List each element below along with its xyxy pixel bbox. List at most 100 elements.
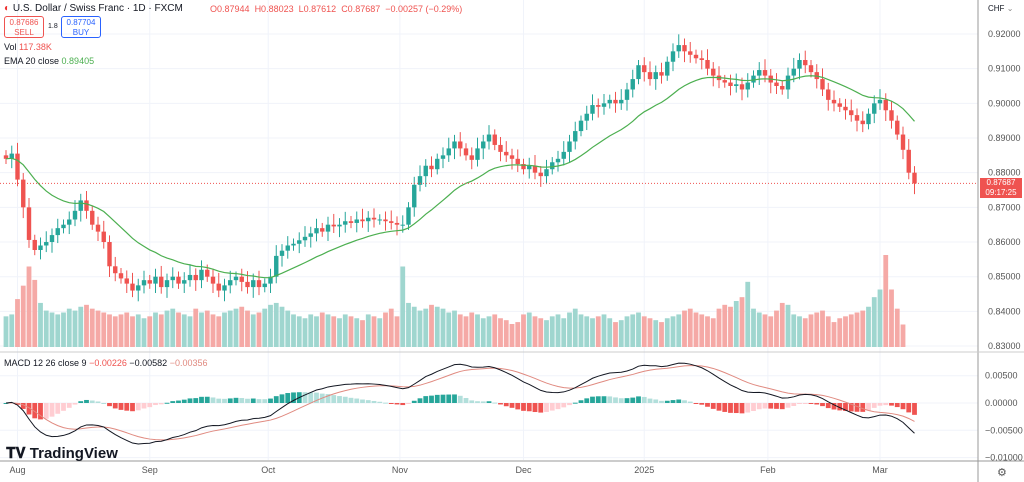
macd-histogram-bar bbox=[607, 396, 613, 403]
volume-bar bbox=[285, 310, 291, 347]
macd-histogram-bar bbox=[503, 403, 509, 407]
macd-histogram-bar bbox=[774, 403, 779, 409]
candle-body bbox=[481, 141, 486, 149]
candle-body bbox=[877, 99, 883, 104]
candle-body bbox=[452, 141, 457, 149]
volume-bar bbox=[889, 289, 894, 347]
volume-bar bbox=[521, 314, 526, 347]
candle-body bbox=[693, 54, 699, 59]
volume-bar bbox=[837, 318, 843, 347]
macd-histogram-bar bbox=[199, 396, 204, 403]
volume-bar bbox=[630, 314, 636, 347]
sell-label: SELL bbox=[14, 28, 34, 37]
y-tick-label: 0.91000 bbox=[988, 64, 1021, 74]
macd-histogram-bar bbox=[193, 398, 199, 403]
macd-histogram-bar bbox=[768, 403, 774, 409]
macd-histogram-bar bbox=[659, 400, 664, 403]
candle-body bbox=[550, 162, 555, 170]
macd-legend: MACD 12 26 close 9 −0.00226 −0.00582 −0.… bbox=[4, 358, 207, 368]
x-tick-label: Nov bbox=[392, 465, 409, 475]
volume-bar bbox=[279, 306, 285, 347]
macd-histogram-bar bbox=[762, 403, 768, 409]
volume-bar bbox=[624, 316, 630, 347]
macd-histogram-bar bbox=[61, 403, 66, 411]
y-tick-label: 0.87000 bbox=[988, 202, 1021, 212]
volume-bar bbox=[779, 302, 785, 347]
volume-bar bbox=[302, 318, 308, 347]
macd-histogram-bar bbox=[457, 395, 463, 403]
macd-label: MACD 12 26 close 9 bbox=[4, 358, 87, 368]
x-tick-label: Feb bbox=[760, 465, 776, 475]
currency-selector[interactable]: CHF ⌄ bbox=[988, 4, 1014, 13]
macd-histogram-bar bbox=[101, 402, 107, 404]
candle-body bbox=[653, 72, 658, 80]
macd-histogram-bar bbox=[15, 403, 20, 405]
candle-body bbox=[222, 285, 227, 291]
sell-button[interactable]: 0.87686 SELL bbox=[4, 16, 44, 38]
ohlc-readout: O0.87944 H0.88023 L0.87612 C0.87687 −0.0… bbox=[210, 4, 462, 14]
macd-histogram-bar bbox=[107, 403, 112, 407]
candle-body bbox=[32, 239, 37, 250]
macd-histogram-bar bbox=[745, 403, 751, 413]
macd-histogram-bar bbox=[544, 403, 549, 412]
volume-bar bbox=[572, 308, 578, 347]
symbol-title[interactable]: ◐ U.S. Dollar / Swiss Franc · 1D · FXCM bbox=[4, 3, 183, 14]
volume-bar bbox=[538, 318, 544, 347]
volume-bar bbox=[768, 316, 774, 347]
macd-histogram-bar bbox=[72, 403, 78, 405]
candle-body bbox=[302, 236, 308, 241]
candle-body bbox=[854, 115, 860, 121]
volume-bar bbox=[751, 308, 756, 347]
volume-bar bbox=[20, 285, 26, 347]
macd-histogram-bar bbox=[664, 400, 670, 403]
settings-gear-icon[interactable]: ⚙ bbox=[997, 467, 1007, 479]
candle-body bbox=[3, 155, 9, 159]
volume-bar bbox=[595, 316, 601, 347]
candle-body bbox=[561, 151, 566, 159]
candle-body bbox=[15, 153, 20, 180]
x-tick-label: Mar bbox=[872, 465, 888, 475]
volume-bar bbox=[739, 297, 745, 347]
candle-body bbox=[711, 68, 716, 76]
candle-body bbox=[791, 68, 796, 76]
candle-body bbox=[458, 141, 463, 149]
candle-body bbox=[90, 210, 95, 225]
macd-histogram-bar bbox=[95, 401, 101, 403]
candle-body bbox=[797, 60, 802, 69]
y-tick-label: 0.84000 bbox=[988, 306, 1021, 316]
macd-histogram-bar bbox=[118, 403, 124, 410]
macd-histogram-bar bbox=[3, 403, 9, 404]
candle-body bbox=[360, 219, 365, 222]
low-value: L0.87612 bbox=[298, 4, 337, 14]
candle-body bbox=[394, 222, 400, 225]
candle-body bbox=[435, 158, 440, 170]
volume-bar bbox=[503, 320, 509, 347]
volume-bar bbox=[38, 302, 43, 347]
macd-histogram-bar bbox=[791, 403, 797, 406]
volume-bar bbox=[222, 312, 227, 347]
candle-body bbox=[308, 233, 313, 237]
macd-hist-value: −0.00226 bbox=[89, 358, 127, 368]
candle-body bbox=[187, 274, 193, 281]
candle-body bbox=[883, 99, 888, 111]
volume-bar bbox=[440, 308, 446, 347]
macd-histogram-bar bbox=[440, 394, 446, 403]
volume-bar bbox=[337, 318, 342, 347]
volume-bar bbox=[89, 308, 95, 347]
macd-histogram-bar bbox=[584, 398, 590, 403]
volume-bar bbox=[216, 316, 222, 347]
candle-body bbox=[688, 51, 693, 55]
candle-body bbox=[251, 280, 256, 288]
macd-histogram-bar bbox=[624, 398, 630, 403]
volume-bar bbox=[820, 310, 825, 347]
candle-body bbox=[866, 113, 871, 125]
volume-bar bbox=[549, 316, 555, 347]
macd-histogram-bar bbox=[187, 398, 193, 403]
open-value: O0.87944 bbox=[210, 4, 250, 14]
buy-button[interactable]: 0.87704 BUY bbox=[61, 16, 101, 38]
candle-body bbox=[118, 273, 124, 279]
candle-body bbox=[348, 221, 354, 223]
candle-body bbox=[475, 148, 480, 160]
macd-histogram-bar bbox=[147, 403, 153, 408]
